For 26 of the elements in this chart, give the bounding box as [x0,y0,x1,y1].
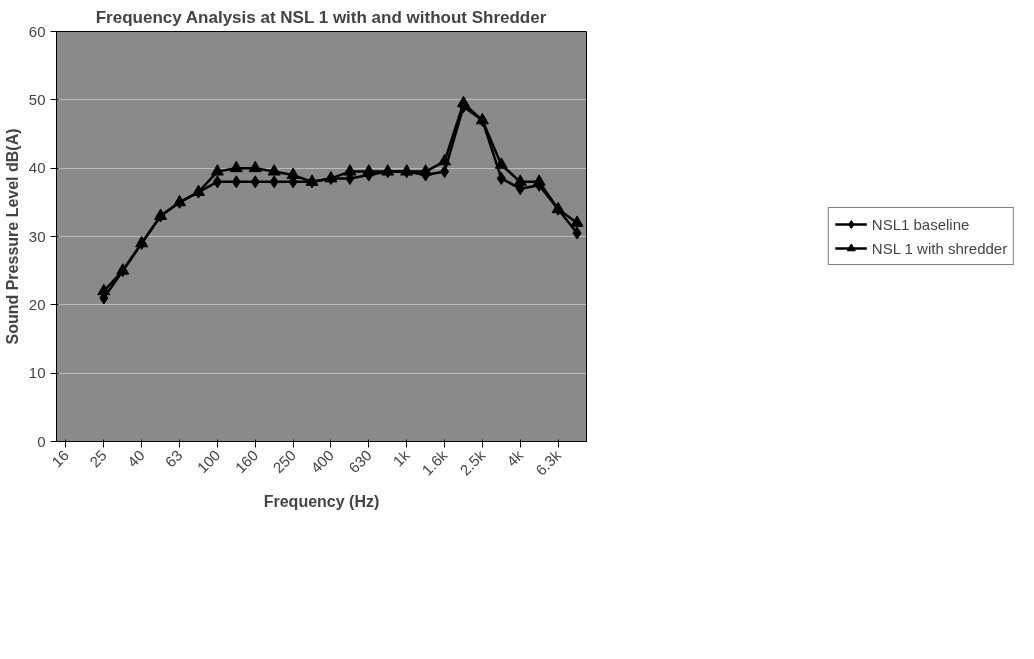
x-tick-label: 100 [193,446,224,477]
y-tick-label: 20 [28,295,46,313]
y-tick-label: 0 [37,432,46,450]
legend-label: NSL 1 with shredder [871,239,1008,257]
y-tick-label: 30 [28,227,46,245]
chart-title: Frequency Analysis at NSL 1 with and without Shredder [95,7,547,27]
x-tick-label: 630 [345,446,375,477]
x-tick-label: 16 [48,446,72,471]
x-tick-label: 250 [269,446,300,477]
x-tick-label: 25 [86,446,110,471]
x-tick-label: 63 [161,446,186,471]
x-tick-label: 400 [307,446,337,477]
y-tick-label: 60 [28,22,46,40]
x-tick-label: 40 [123,446,148,471]
legend-label: NSL1 baseline [871,215,970,233]
x-tick-label: 6.3k [532,446,565,479]
x-tick-label: 1.6k [418,446,451,479]
x-tick-label: 1k [389,446,414,470]
x-axis-title: Frequency (Hz) [263,492,380,510]
x-tick-label: 2.5k [456,446,489,479]
x-tick-label: 4k [503,446,527,470]
y-axis-title: Sound Pressure Level dB(A) [3,128,21,345]
x-tick-label: 160 [231,446,262,477]
y-tick-label: 10 [28,364,46,382]
y-tick-label: 50 [28,90,46,108]
y-tick-label: 40 [28,159,46,177]
